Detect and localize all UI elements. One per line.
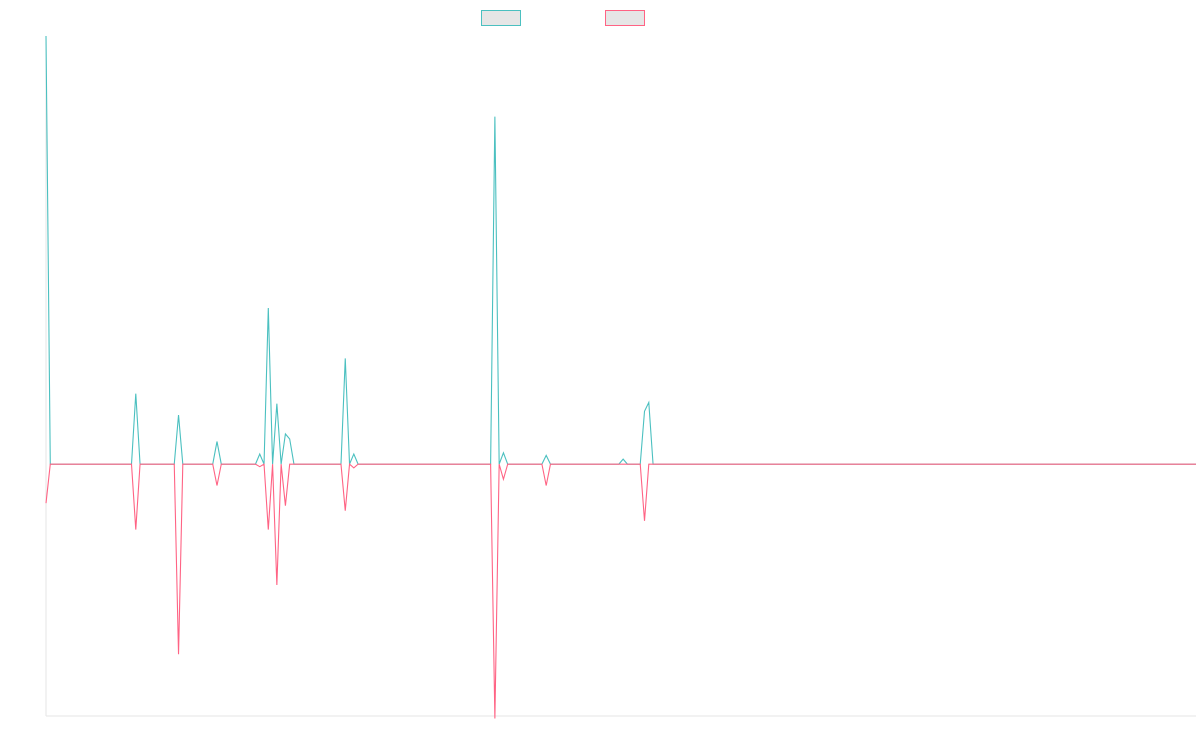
series-1-line (45, 35, 1196, 465)
series-2-line (45, 463, 1196, 719)
legend (481, 10, 645, 26)
legend-swatch-2[interactable] (605, 10, 645, 26)
legend-swatch-1[interactable] (481, 10, 521, 26)
axes (45, 36, 1196, 717)
plot-area (45, 35, 1196, 719)
